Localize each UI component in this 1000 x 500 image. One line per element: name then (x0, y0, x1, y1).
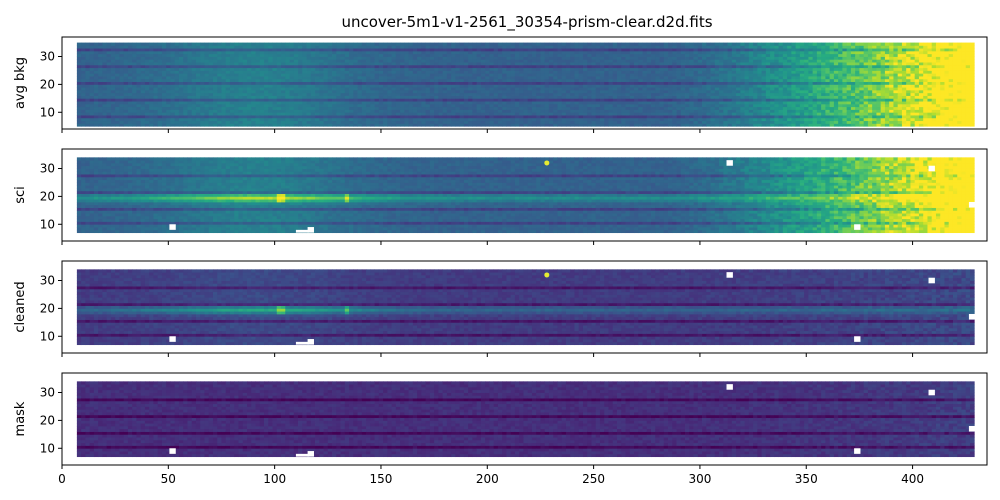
masked-region (295, 229, 309, 233)
axes-frame (61, 36, 988, 130)
y-tick-label: 10 (40, 217, 55, 231)
masked-pixel (928, 165, 935, 172)
x-tick-label: 300 (688, 472, 711, 486)
panel-0: 10 20 30 avg bkg (13, 36, 988, 133)
x-tick-label: 150 (370, 472, 393, 486)
heatmap-image (76, 381, 975, 458)
masked-pixel (169, 448, 176, 454)
y-tick-label: 30 (40, 386, 55, 400)
axes-frame (61, 260, 988, 354)
x-tick-label: 250 (582, 472, 605, 486)
panel-1: 10 20 30 sci (13, 148, 988, 245)
x-tick-label: 50 (161, 472, 176, 486)
masked-pixel (307, 339, 314, 345)
y-tick-label: 30 (40, 274, 55, 288)
y-axis-label: cleaned (13, 281, 28, 332)
y-tick-label: 20 (40, 413, 55, 427)
heatmap-image (76, 42, 975, 127)
y-axis-label: avg bkg (13, 57, 28, 109)
hot-pixel (544, 160, 550, 166)
y-tick-label: 20 (40, 189, 55, 203)
axes-frame (61, 148, 988, 242)
x-tick-label: 0 (58, 472, 66, 486)
masked-pixel (968, 425, 976, 432)
masked-pixel (854, 336, 861, 342)
masked-region (295, 341, 309, 345)
x-tick-label: 350 (795, 472, 818, 486)
y-tick-label: 30 (40, 50, 55, 64)
heatmap-image (76, 157, 975, 234)
masked-pixel (968, 201, 976, 208)
hot-pixel (544, 272, 550, 278)
y-tick-label: 30 (40, 162, 55, 176)
masked-pixel (854, 224, 861, 230)
x-tick-label: 400 (901, 472, 924, 486)
masked-pixel (726, 272, 733, 278)
y-tick-label: 20 (40, 301, 55, 315)
masked-pixel (726, 384, 733, 390)
y-axis-label: mask (13, 401, 28, 436)
x-tick-label: 200 (476, 472, 499, 486)
y-axis-label: sci (13, 186, 28, 204)
figure-title: uncover-5m1-v1-2561_30354-prism-clear.d2… (341, 13, 712, 32)
masked-pixel (928, 277, 935, 284)
x-tick-label: 100 (263, 472, 286, 486)
y-tick-label: 10 (40, 329, 55, 343)
masked-pixel (928, 389, 935, 396)
heatmap-image (76, 269, 975, 346)
panel-3: 10 20 30 mask 0 50 100 150 200 250 300 350 400 (13, 372, 988, 486)
masked-region (295, 453, 309, 457)
y-tick-label: 10 (40, 441, 55, 455)
y-tick-label: 20 (40, 77, 55, 91)
axes-frame (61, 372, 988, 466)
masked-pixel (968, 313, 976, 320)
heatmap-panels: 10 20 30 avg bkg 10 20 30 sci 10 20 30 cleaned 10 20 3… (13, 36, 988, 486)
masked-pixel (169, 336, 176, 342)
masked-pixel (726, 160, 733, 166)
masked-pixel (307, 227, 314, 233)
y-tick-label: 10 (40, 105, 55, 119)
panel-2: 10 20 30 cleaned (13, 260, 988, 357)
masked-pixel (854, 448, 861, 454)
masked-pixel (169, 224, 176, 230)
masked-pixel (307, 451, 314, 457)
